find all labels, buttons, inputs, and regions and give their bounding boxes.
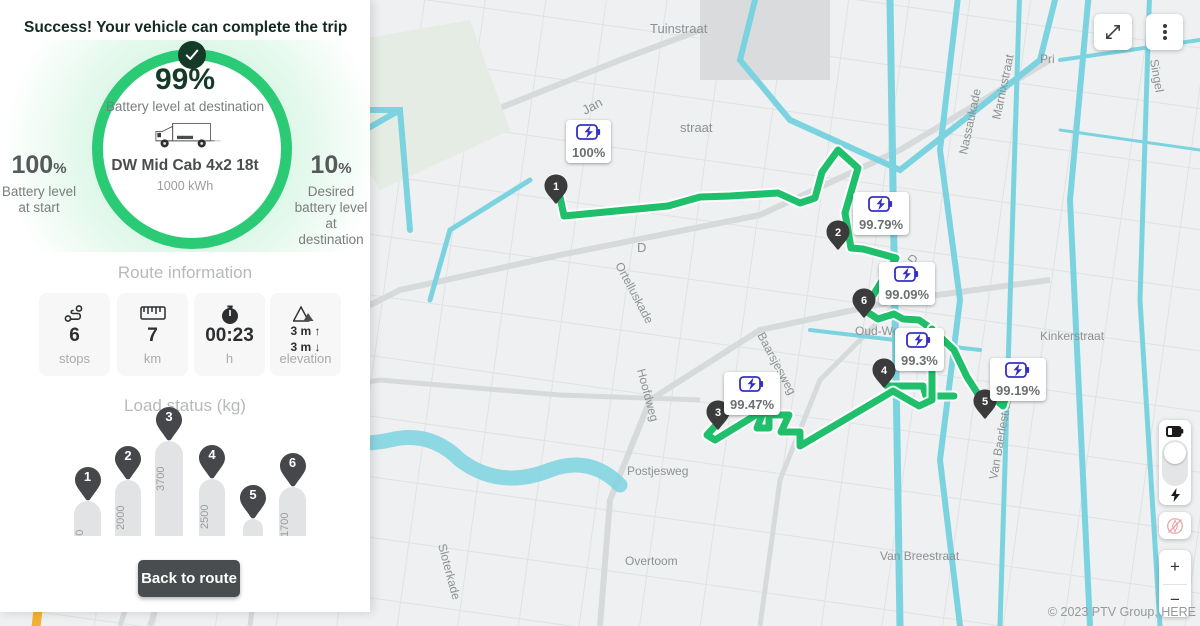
svg-text:5: 5 — [982, 396, 988, 408]
svg-text:4: 4 — [881, 365, 888, 377]
svg-text:6: 6 — [861, 295, 867, 307]
svg-text:2: 2 — [835, 227, 841, 239]
svg-text:3: 3 — [715, 407, 721, 419]
svg-text:1: 1 — [553, 181, 559, 193]
